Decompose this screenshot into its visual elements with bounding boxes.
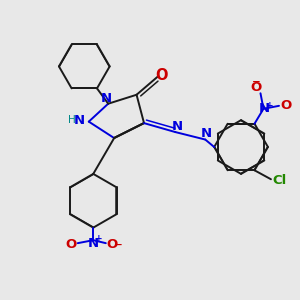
Text: O: O (280, 99, 291, 112)
Text: Cl: Cl (273, 174, 287, 187)
Text: N: N (201, 127, 212, 140)
Text: +: + (95, 234, 103, 243)
Text: N: N (74, 114, 85, 127)
Text: N: N (101, 92, 112, 105)
Text: O: O (65, 238, 77, 251)
Text: −: − (114, 240, 123, 250)
Text: O: O (156, 68, 168, 83)
Text: H: H (68, 115, 76, 125)
Text: O: O (107, 238, 118, 251)
Text: +: + (266, 101, 274, 110)
Text: N: N (259, 102, 270, 115)
Text: N: N (171, 120, 182, 133)
Text: O: O (250, 81, 262, 94)
Text: −: − (252, 77, 260, 87)
Text: N: N (88, 237, 99, 250)
